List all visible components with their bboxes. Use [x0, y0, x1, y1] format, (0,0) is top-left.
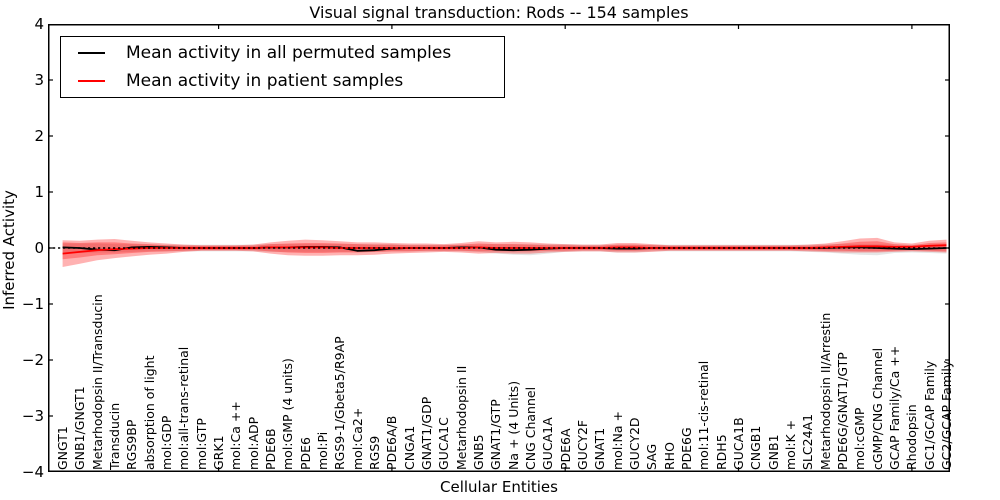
- x-category-label: PDE6A/B: [384, 415, 400, 470]
- x-category-label: Na + (4 Units): [505, 380, 521, 470]
- axes-spines: [48, 24, 950, 472]
- x-axis-label: Cellular Entities: [440, 478, 558, 496]
- x-category-label: mol:GDP: [159, 415, 175, 470]
- x-category-label: GNB1: [765, 434, 781, 470]
- x-category-label: RHO: [661, 442, 677, 470]
- red-line-swatch-icon: [78, 80, 105, 82]
- x-category-label: mol:Ca ++: [228, 401, 244, 470]
- x-category-label: Rhodopsin: [904, 404, 920, 470]
- x-category-label: GNGT1: [55, 426, 71, 470]
- x-category-label: CNGB1: [748, 425, 764, 470]
- x-category-label: GUCA1B: [731, 417, 747, 470]
- y-tick-label: −2: [21, 351, 44, 369]
- x-category-label: mol:all-trans-retinal: [176, 346, 192, 470]
- y-tick-label: 3: [34, 71, 44, 89]
- x-category-label: RGS9: [367, 435, 383, 470]
- x-category-label: cGMP/CNG Channel: [869, 347, 885, 470]
- x-category-label: CNG Channel: [523, 386, 539, 470]
- x-category-label: mol:GMP (4 units): [280, 358, 296, 470]
- black-line-swatch-icon: [78, 52, 105, 54]
- legend-label: Mean activity in patient samples: [126, 71, 404, 91]
- x-category-label: GNB5: [471, 434, 487, 470]
- x-category-label: GUCA1C: [436, 417, 452, 470]
- x-category-label: CNGA1: [401, 425, 417, 470]
- x-category-label: GC1/GCAP Family: [921, 360, 937, 470]
- y-tick-label: −4: [21, 463, 44, 481]
- legend-item-permuted: Mean activity in all permuted samples: [78, 41, 504, 65]
- x-category-label: RGS9BP: [124, 419, 140, 470]
- chart-title: Visual signal transduction: Rods -- 154 …: [309, 3, 689, 22]
- x-category-label: mol:11-cis-retinal: [696, 360, 712, 470]
- x-category-label: absorption of light: [141, 355, 157, 470]
- y-tick-label: 2: [34, 127, 44, 145]
- x-category-label: mol:cGMP: [852, 407, 868, 470]
- x-category-label: GRK1: [211, 435, 227, 470]
- x-category-label: PDE6B: [263, 428, 279, 470]
- y-tick-label: 0: [34, 239, 44, 257]
- x-category-label: Metarhodopsin II: [453, 365, 469, 470]
- x-category-label: mol:GTP: [193, 418, 209, 470]
- x-category-label: SAG: [644, 443, 660, 470]
- y-tick-label: −3: [21, 407, 44, 425]
- x-category-label: PDE6G/GNAT1/GTP: [835, 352, 851, 470]
- patient-samples-range-outer-band: [62, 237, 947, 267]
- x-category-label: RDH5: [713, 434, 729, 470]
- x-category-label: mol:Pi: [315, 431, 331, 470]
- x-category-label: GNAT1: [592, 427, 608, 470]
- x-category-label: GNAT1/GDP: [419, 396, 435, 470]
- chart-canvas: [48, 23, 950, 473]
- x-category-label: GNB1/GNGT1: [72, 386, 88, 470]
- x-category-label: GCAP Family/Ca ++: [887, 345, 903, 470]
- legend-item-patient: Mean activity in patient samples: [78, 69, 504, 93]
- x-category-label: mol:Na +: [609, 411, 625, 470]
- y-tick-label: −1: [21, 295, 44, 313]
- x-category-label: mol:K +: [783, 419, 799, 470]
- x-category-label: GC2/GCAP Family: [939, 360, 955, 470]
- legend-label: Mean activity in all permuted samples: [126, 43, 452, 63]
- legend: Mean activity in all permuted samples Me…: [60, 36, 505, 98]
- x-category-label: PDE6A: [557, 428, 573, 470]
- x-category-label: Metarhodopsin II/Transducin: [89, 294, 105, 470]
- x-category-label: Transducin: [107, 402, 123, 470]
- x-category-label: GUCY2D: [627, 417, 643, 470]
- x-category-label: Metarhodopsin II/Arrestin: [817, 312, 833, 470]
- y-tick-label: 4: [34, 15, 44, 33]
- y-tick-label: 1: [34, 183, 44, 201]
- x-category-label: PDE6G: [679, 427, 695, 470]
- x-category-label: RGS9-1/Gbeta5/R9AP: [332, 336, 348, 470]
- x-category-label: GUCA1A: [540, 417, 556, 470]
- x-category-label: PDE6: [297, 436, 313, 470]
- x-category-label: GNAT1/GTP: [488, 399, 504, 470]
- x-category-label: GUCY2F: [575, 419, 591, 470]
- x-category-label: mol:Ca2+: [349, 407, 365, 470]
- x-category-label: mol:ADP: [245, 416, 261, 470]
- plot-area: [48, 23, 950, 473]
- x-category-label: SLC24A1: [800, 413, 816, 470]
